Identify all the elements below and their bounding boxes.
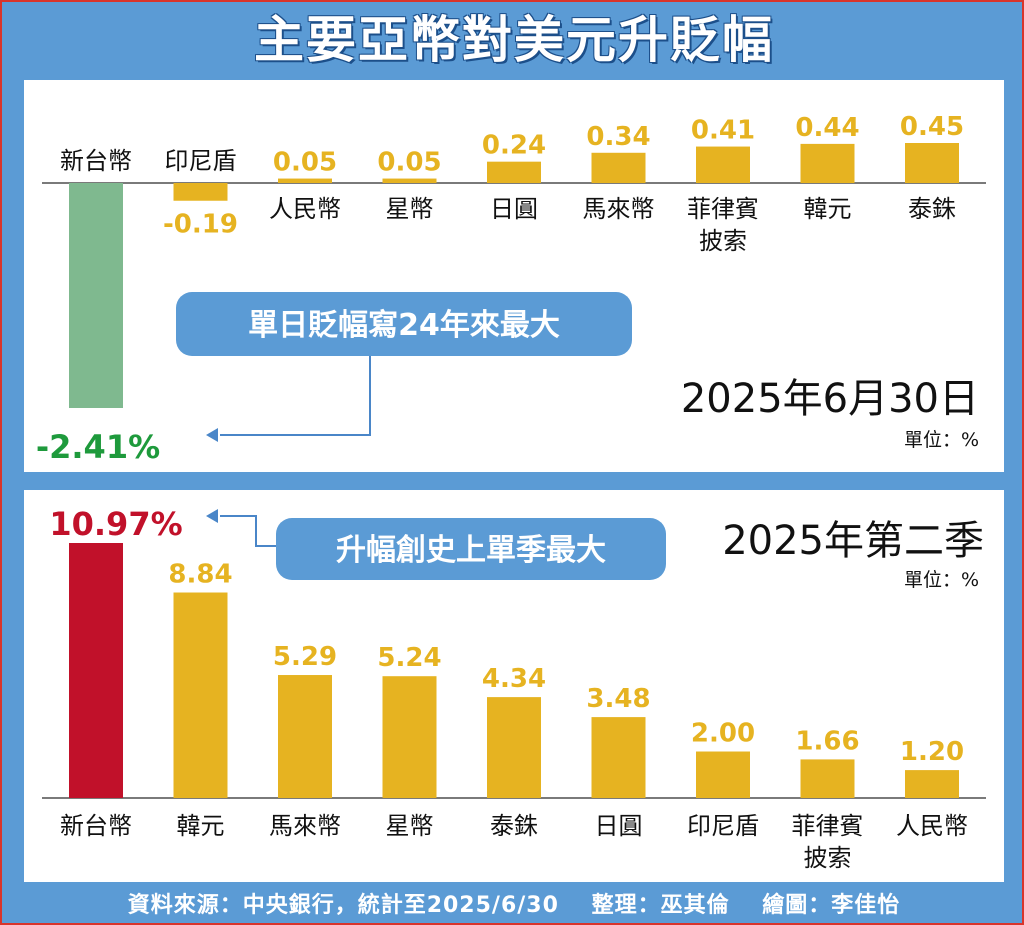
category-label-7-line2: 披索 [804, 844, 852, 872]
bar-0 [69, 543, 123, 798]
category-label-0: 新台幣 [60, 147, 132, 175]
daily-callout-text: 單日貶幅寫24年來最大 [248, 308, 560, 343]
category-label-1: 印尼盾 [165, 147, 237, 175]
bar-6 [696, 751, 750, 798]
category-label-2: 人民幣 [269, 195, 341, 223]
editor-credit: 整理：巫其倫 [591, 893, 730, 918]
value-label-1: -0.19 [163, 210, 238, 240]
value-label-8: 1.20 [900, 737, 964, 767]
bar-3 [382, 676, 437, 798]
category-label-3: 星幣 [386, 195, 434, 223]
category-label-1: 韓元 [177, 812, 225, 840]
daily-callout-arrow [206, 428, 218, 442]
value-label-5: 0.34 [586, 122, 650, 152]
bar-5 [591, 152, 646, 183]
value-label-5: 3.48 [586, 684, 650, 714]
daily-callout-connector [220, 356, 371, 436]
quarterly-unit-label: 單位：% [904, 569, 979, 591]
footer: 資料來源：中央銀行，統計至2025/6/30 整理：巫其倫 繪圖：李佳怡 [2, 888, 1024, 924]
illustrator-credit: 繪圖：李佳怡 [762, 893, 901, 918]
daily-date-label: 2025年6月30日 [681, 376, 979, 422]
category-label-7: 韓元 [804, 195, 852, 223]
category-label-7: 菲律賓 [792, 812, 864, 840]
category-label-2: 馬來幣 [269, 812, 341, 840]
category-label-0: 新台幣 [60, 812, 132, 840]
bar-1 [173, 592, 228, 798]
value-label-1: 8.84 [168, 560, 232, 590]
daily-callout-box [176, 292, 632, 356]
value-label-2: 0.05 [273, 148, 337, 178]
category-label-6: 菲律賓 [687, 195, 759, 223]
quarterly-callout-arrow [206, 509, 218, 523]
value-label-4: 0.24 [482, 131, 546, 161]
quarterly-callout-text: 升幅創史上單季最大 [336, 533, 606, 568]
bar-6 [696, 146, 750, 183]
bar-8 [905, 770, 959, 798]
bar-1 [173, 183, 228, 201]
value-label-3: 0.05 [377, 148, 441, 178]
quarterly-change-panel: 10.97% 新台幣 8.84 韓元 5.29 馬來幣 5.24 星幣 4.34 泰銖 3.48 日圓… [24, 490, 1004, 882]
value-label-0: 10.97% [49, 505, 182, 543]
category-label-4: 泰銖 [490, 812, 538, 840]
category-label-8: 泰銖 [908, 195, 956, 223]
bar-2 [278, 675, 332, 798]
value-label-7: 1.66 [795, 726, 859, 756]
bar-8 [905, 143, 959, 183]
category-label-3: 星幣 [386, 812, 434, 840]
bar-0 [69, 183, 123, 408]
quarterly-callout-connector [220, 515, 276, 547]
category-label-6-line2: 披索 [699, 227, 747, 255]
quarterly-callout-box [276, 518, 666, 580]
bar-5 [591, 717, 646, 798]
category-label-6: 印尼盾 [687, 812, 759, 840]
source-note: 資料來源：中央銀行，統計至2025/6/30 [127, 893, 559, 918]
chart-title: 主要亞幣對美元升貶幅 [254, 11, 774, 69]
bar-2 [278, 178, 332, 183]
bar-4 [487, 161, 541, 183]
value-label-0: -2.41% [36, 428, 160, 466]
value-label-7: 0.44 [795, 113, 859, 143]
category-label-5: 日圓 [595, 812, 643, 840]
value-label-6: 2.00 [691, 719, 755, 749]
daily-change-panel: 新台幣 -2.41% 印尼盾 -0.19 0.05 人民幣 0.05 星幣 0.24 日圓 0.34… [24, 80, 1004, 472]
category-label-4: 日圓 [490, 195, 538, 223]
category-label-8: 人民幣 [896, 812, 968, 840]
value-label-2: 5.29 [273, 642, 337, 672]
value-label-4: 4.34 [482, 664, 546, 694]
value-label-8: 0.45 [900, 112, 964, 142]
bar-7 [800, 143, 855, 183]
quarterly-change-chart: 10.97% 新台幣 8.84 韓元 5.29 馬來幣 5.24 星幣 4.34 泰銖 3.48 日圓… [42, 505, 986, 872]
quarterly-date-label: 2025年第二季 [722, 518, 984, 564]
daily-change-chart: 新台幣 -2.41% 印尼盾 -0.19 0.05 人民幣 0.05 星幣 0.24 日圓 0.34… [36, 112, 986, 466]
value-label-3: 5.24 [377, 643, 441, 673]
bar-4 [487, 697, 541, 798]
value-label-6: 0.41 [691, 116, 755, 146]
category-label-5: 馬來幣 [583, 195, 655, 223]
bar-7 [800, 759, 855, 798]
bar-3 [382, 178, 437, 183]
daily-unit-label: 單位：% [904, 429, 979, 451]
